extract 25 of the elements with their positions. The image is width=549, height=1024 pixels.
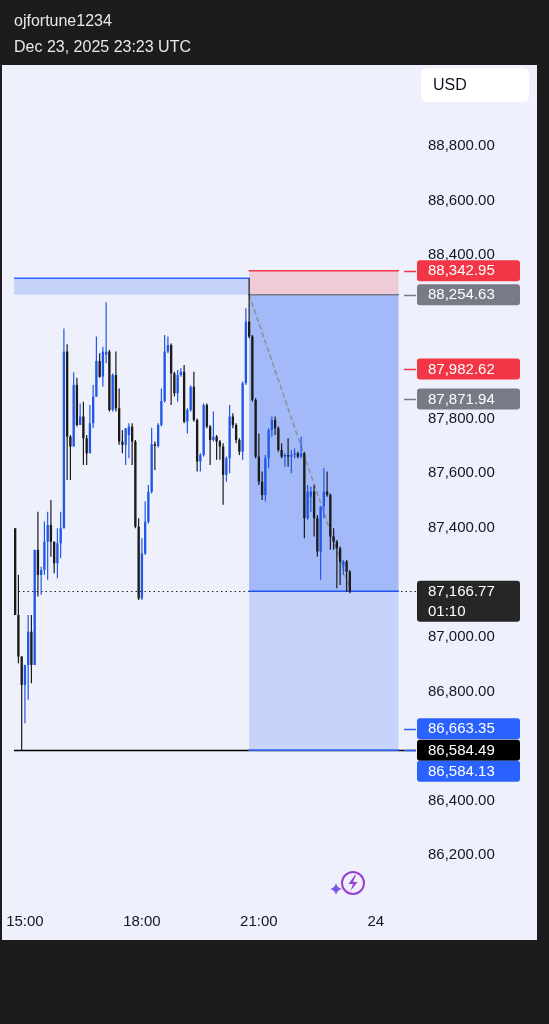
ref-line-label: 86,663.35 (428, 719, 495, 737)
y-tick-label: 87,600.00 (428, 463, 495, 481)
y-tick-label: 87,400.00 (428, 517, 495, 535)
y-tick-label: 88,400.00 (428, 245, 495, 263)
x-tick-label: 21:00 (240, 912, 278, 930)
y-tick-label: 86,400.00 (428, 790, 495, 808)
ref-line-label: 86,584.49 (428, 740, 495, 758)
y-tick-label: 88,600.00 (428, 190, 495, 208)
ref-line-label: 87,982.62 (428, 359, 495, 377)
y-tick-label: 86,200.00 (428, 845, 495, 863)
ref-line-label: 88,342.95 (428, 261, 495, 279)
x-tick-label: 18:00 (123, 912, 161, 930)
x-tick-label: 15:00 (6, 912, 44, 930)
ref-line-label: 86,584.13 (428, 761, 495, 779)
y-tick-label: 86,800.00 (428, 681, 495, 699)
y-axis-title: USD (421, 68, 529, 102)
chart-title: ojfortune1234 (14, 11, 113, 31)
ref-line-label: 87,871.94 (428, 389, 495, 407)
y-tick-label: 87,000.00 (428, 626, 495, 644)
x-tick-label: 24 (367, 912, 385, 930)
y-tick-label: 88,800.00 (428, 136, 495, 154)
y-tick-label: 87,800.00 (428, 408, 495, 426)
ref-line-label: 87,166.77 01:10 (428, 582, 495, 620)
ref-line-label: 88,254.63 (428, 285, 495, 303)
chart-subtitle: Dec 23, 2025 23:23 UTC (14, 37, 191, 57)
